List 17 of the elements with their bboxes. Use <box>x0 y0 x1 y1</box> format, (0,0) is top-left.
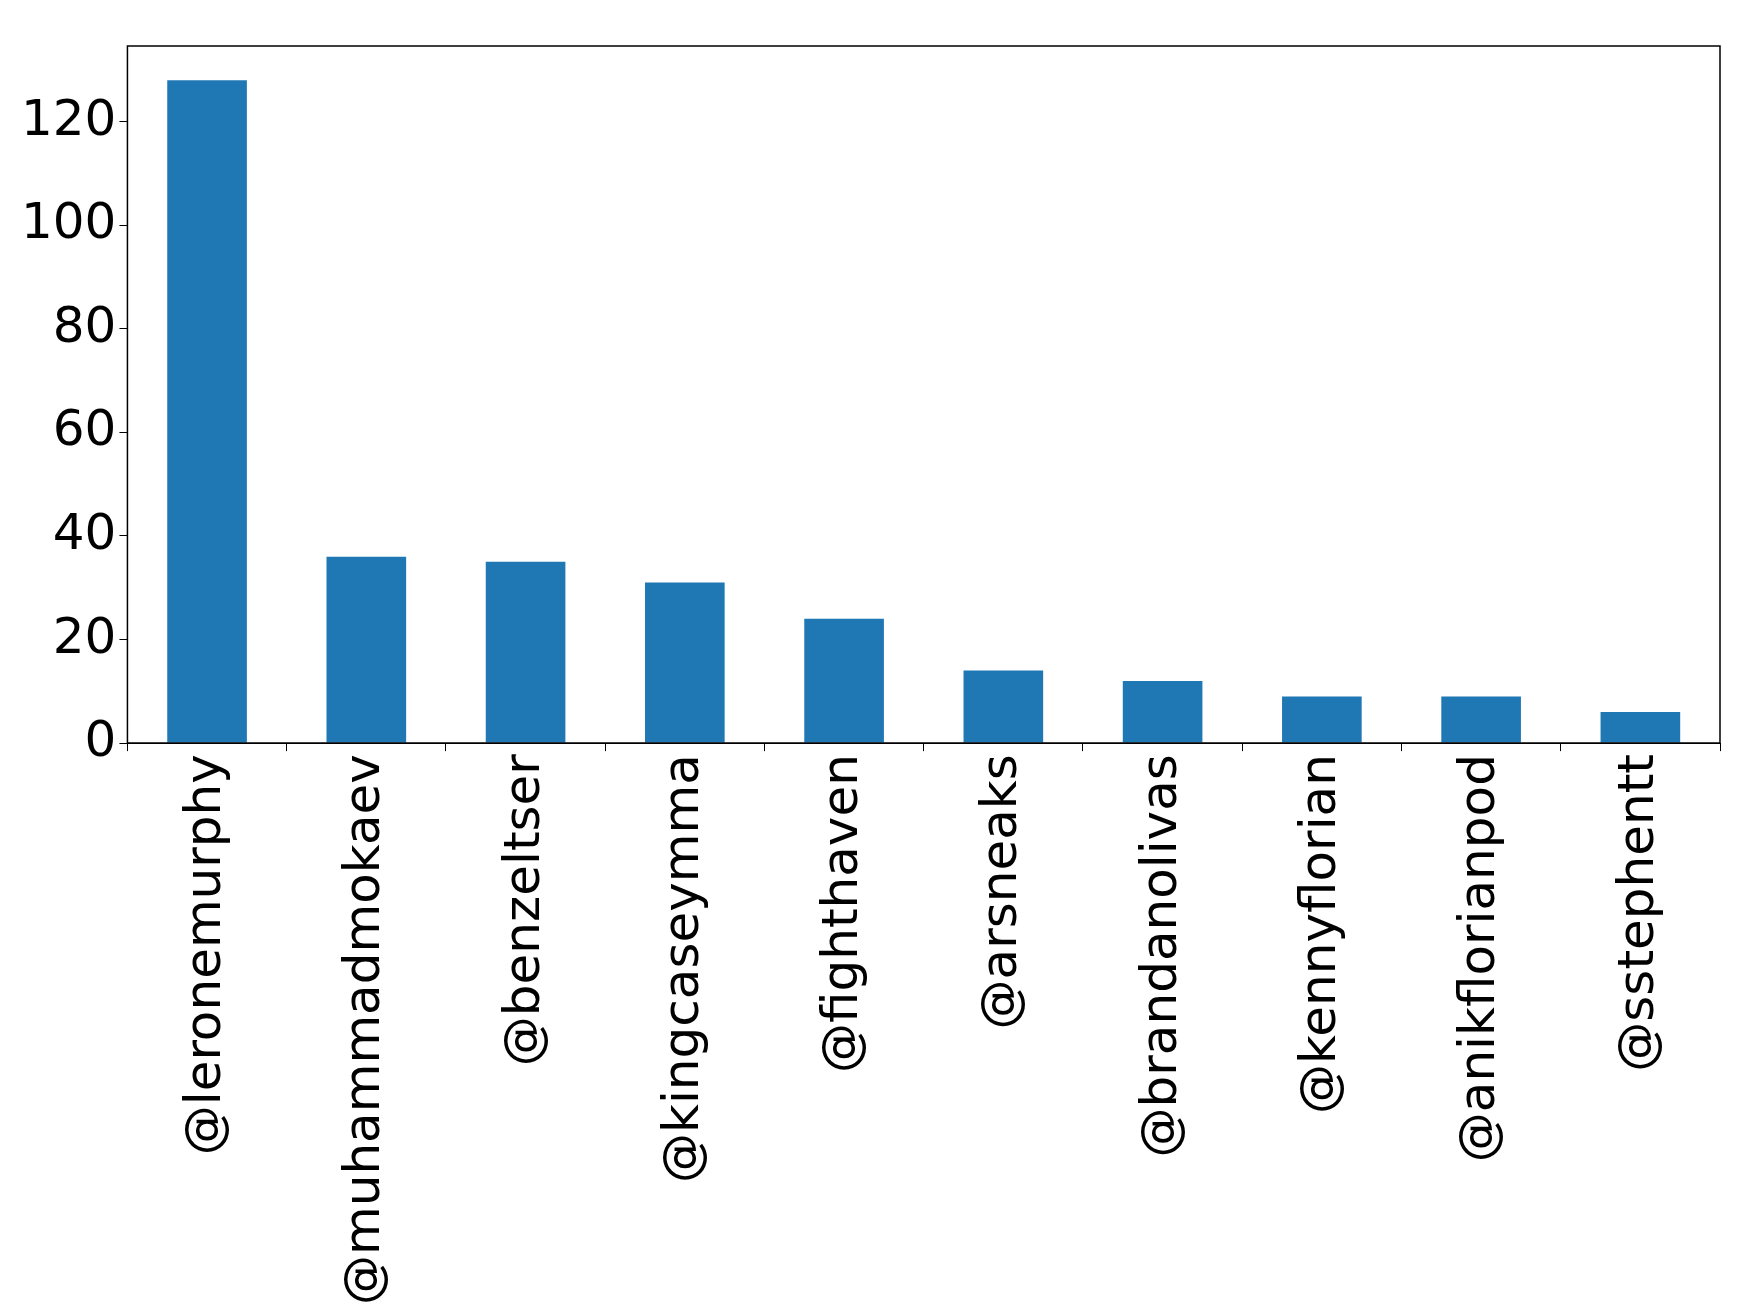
x-tick-label: @fighthaven <box>811 754 870 1074</box>
x-tick-label: @benzeltser <box>492 753 551 1067</box>
y-tick-label: 100 <box>21 192 117 251</box>
x-tick-label: @kingcaseymma <box>651 754 710 1183</box>
y-tick-label: 120 <box>21 88 117 147</box>
x-tick-label: @kennyflorian <box>1288 754 1347 1114</box>
x-tick-label: @arsneaks <box>970 754 1029 1030</box>
y-tick-label: 80 <box>52 295 117 354</box>
x-tick-label: @muhammadmokaev <box>333 754 392 1306</box>
y-tick-label: 60 <box>52 399 117 458</box>
y-tick-label: 20 <box>52 606 117 665</box>
y-tick-label: 40 <box>52 502 117 561</box>
x-tick-label: @anikflorianpod <box>1448 754 1507 1163</box>
x-tick-label: @sstephentt <box>1607 754 1666 1072</box>
x-tick-label: @leronemurphy <box>174 754 233 1156</box>
x-tick-label: @brandanolivas <box>1129 754 1188 1158</box>
y-tick-label: 0 <box>84 710 117 769</box>
